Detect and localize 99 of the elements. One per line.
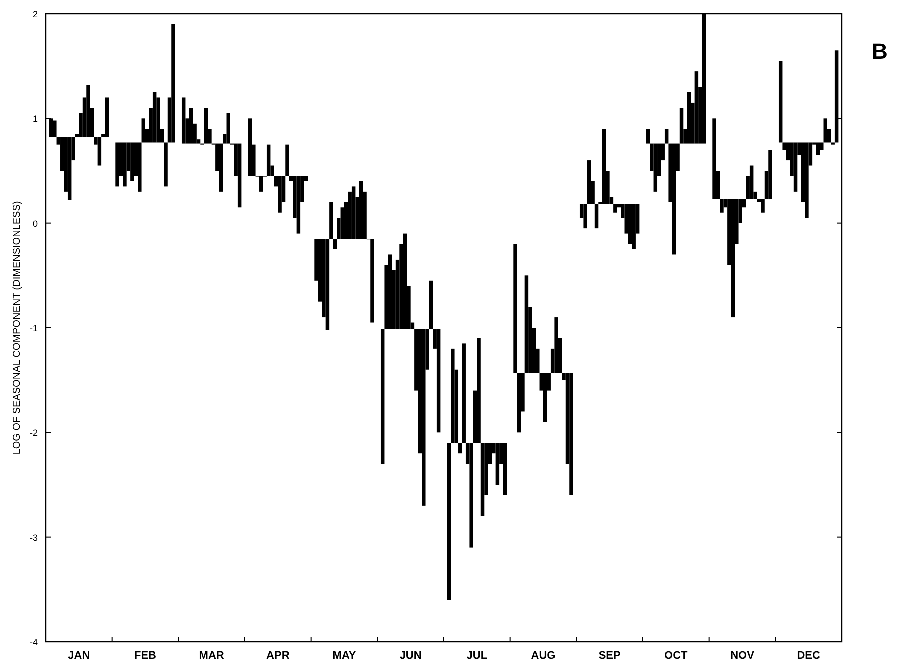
bar	[594, 204, 599, 229]
bar	[105, 98, 110, 138]
bar	[768, 150, 772, 200]
bar	[260, 176, 264, 192]
bar	[750, 166, 754, 200]
bar	[164, 142, 168, 187]
bar	[352, 186, 356, 240]
bar	[333, 239, 338, 250]
y-tick-label: 2	[32, 10, 38, 20]
y-tick-label: -2	[30, 428, 38, 438]
bar	[632, 204, 636, 250]
bar	[296, 176, 301, 234]
x-tick-label: JUL	[466, 650, 488, 662]
bar	[447, 443, 452, 600]
bar	[98, 138, 102, 166]
bar	[514, 244, 518, 374]
bar	[238, 144, 242, 208]
bar	[462, 344, 466, 444]
bar	[130, 142, 134, 182]
bar	[602, 129, 606, 204]
bar	[326, 239, 330, 330]
bar	[138, 142, 142, 192]
bar	[517, 373, 522, 433]
bar	[654, 144, 658, 192]
y-tick-label: 1	[32, 114, 38, 124]
bar	[53, 120, 57, 138]
bar	[587, 160, 592, 204]
bar	[172, 24, 176, 143]
x-tick-label: OCT	[664, 650, 688, 662]
x-tick-label: JAN	[68, 650, 90, 662]
bar	[761, 199, 765, 213]
bar	[451, 348, 455, 444]
x-tick-label: SEP	[598, 650, 621, 662]
bar	[544, 373, 548, 422]
text: B	[872, 39, 888, 64]
bar	[570, 373, 574, 496]
x-tick-label: AUG	[531, 650, 556, 662]
bar	[219, 144, 224, 192]
bar	[778, 61, 783, 143]
bar	[204, 108, 208, 144]
bar	[182, 98, 186, 144]
x-tick-label: MAY	[332, 650, 357, 662]
bar	[477, 338, 481, 444]
bar	[266, 144, 271, 176]
bar	[731, 199, 736, 318]
bar	[436, 329, 441, 433]
bar	[664, 129, 669, 144]
bar	[380, 329, 385, 464]
bar	[503, 443, 508, 496]
bar	[480, 443, 485, 516]
bar	[524, 276, 529, 374]
x-tick-label: DEC	[797, 650, 820, 662]
y-tick-label: -3	[30, 532, 38, 543]
bar	[370, 239, 374, 323]
bar	[824, 118, 828, 143]
bar	[226, 113, 230, 144]
bar	[330, 202, 334, 240]
bar	[805, 142, 809, 218]
x-tick-label: FEB	[134, 650, 157, 662]
y-axis-title: LOG OF SEASONAL COMPONENT (DIMENSIONLESS)	[12, 201, 23, 455]
bar	[687, 92, 692, 144]
x-tick-label: JUN	[400, 650, 422, 662]
bar	[86, 85, 90, 138]
bar	[816, 142, 820, 156]
bar	[429, 280, 434, 330]
x-tick-label: NOV	[730, 650, 756, 662]
bar	[422, 329, 426, 506]
bar	[458, 443, 462, 454]
bar	[834, 50, 839, 143]
bar	[359, 181, 364, 240]
bar	[694, 72, 699, 144]
bar	[712, 118, 716, 200]
bar	[68, 138, 72, 200]
bar	[720, 199, 724, 213]
bar	[584, 204, 588, 229]
y-tick-label: 0	[32, 218, 38, 229]
bar	[123, 142, 127, 187]
bar	[142, 118, 146, 143]
bar	[49, 118, 54, 138]
bar	[794, 142, 798, 192]
y-tick-label: -1	[30, 324, 38, 334]
bar	[248, 118, 252, 176]
bar	[614, 204, 618, 213]
bar	[554, 318, 558, 374]
bar	[646, 129, 650, 144]
bar	[672, 144, 676, 255]
y-tick-label: -4	[30, 638, 38, 648]
bar	[496, 443, 500, 485]
bar	[152, 92, 157, 143]
bar	[286, 144, 290, 176]
bar	[189, 108, 194, 144]
x-tick-label: APR	[266, 650, 290, 662]
bar	[403, 234, 408, 330]
x-tick-label: MAR	[199, 650, 224, 662]
bar	[680, 108, 684, 144]
bar	[388, 254, 392, 330]
bar	[278, 176, 282, 213]
bar	[116, 142, 120, 187]
bar	[470, 443, 474, 548]
